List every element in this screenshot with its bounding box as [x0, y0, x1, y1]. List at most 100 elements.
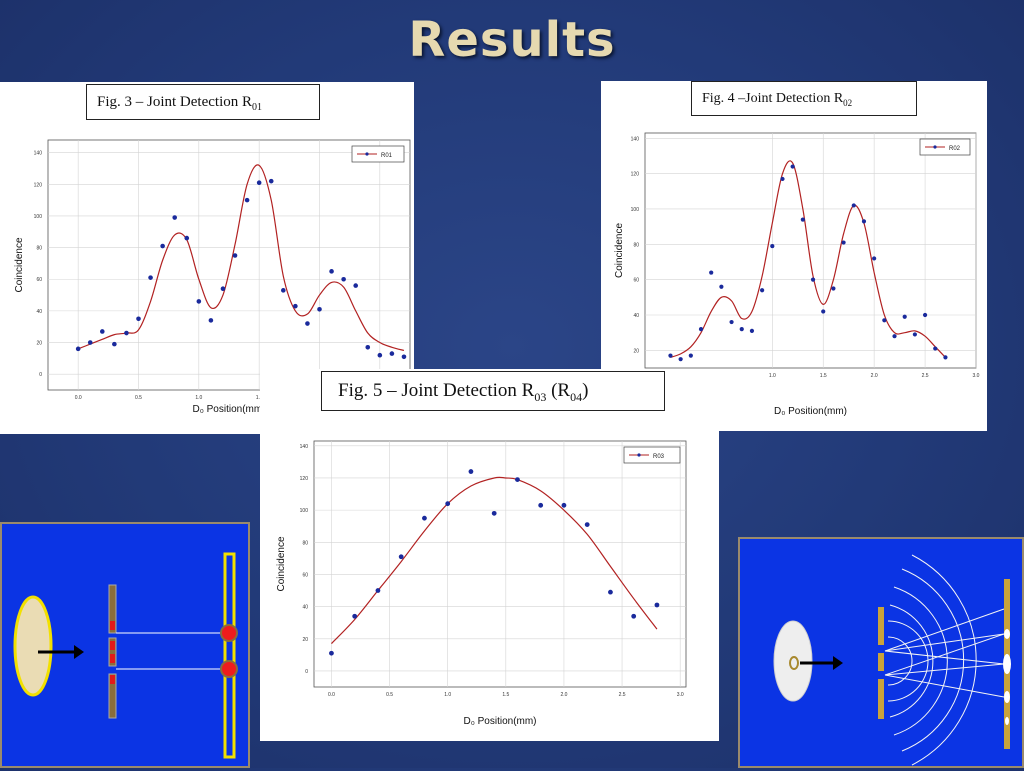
fig5-y-axis-label: Coincidence	[276, 536, 287, 591]
fig4-data-point	[933, 346, 938, 351]
fig5-data-point	[445, 501, 451, 507]
fig3-ytick-label: 20	[36, 341, 42, 347]
fig3-xtick-label: 0.0	[75, 395, 82, 401]
fig5-data-point	[515, 477, 520, 482]
fig4-data-point	[719, 284, 724, 289]
slit-plate-top	[108, 584, 117, 634]
fig3-data-point	[341, 276, 346, 282]
fig4-xtick-label: 1.0	[769, 373, 776, 379]
fig3-data-point	[172, 215, 177, 220]
fig5-data-point	[352, 613, 358, 619]
fig4-data-point	[800, 217, 805, 222]
fig4-data-point	[861, 219, 867, 224]
fig5-data-point	[654, 602, 660, 608]
fig5-ytick-label: 40	[302, 605, 308, 611]
fig4-xtick-label: 2.0	[871, 373, 878, 379]
fig4-data-point	[851, 203, 856, 208]
fig5-data-point	[538, 502, 544, 508]
fig3-ytick-label: 60	[36, 277, 42, 283]
fig4-data-point	[943, 355, 948, 360]
fig4-ytick-label: 120	[631, 172, 640, 178]
fig4-fit-line	[670, 160, 946, 358]
fringe-3	[1004, 691, 1010, 703]
slit-plate-top	[878, 607, 884, 645]
fig3-data-point	[112, 341, 117, 347]
fig3-plot-frame	[47, 139, 411, 391]
arrow-head-icon	[833, 656, 843, 670]
fig5-xtick-label: 1.0	[444, 692, 451, 698]
fig5-data-point	[329, 650, 334, 656]
fig5-xtick-label: 3.0	[677, 692, 684, 698]
fig3-x-axis-label: D₀ Position(mm)	[192, 404, 265, 415]
fig3-data-point	[232, 253, 238, 258]
slit-plate-mid	[108, 637, 117, 667]
fig3-caption: Fig. 3 – Joint Detection R01	[86, 84, 320, 120]
fig3-data-point	[305, 321, 310, 326]
fig5-data-point	[398, 554, 404, 560]
fig3-legend-label: R01	[381, 153, 393, 159]
fig3-ytick-label: 100	[34, 214, 43, 220]
fig5-caption: Fig. 5 – Joint Detection R03 (R04)	[321, 371, 665, 411]
fig4-data-point	[668, 353, 673, 358]
fig4-xtick-label: 3.0	[973, 373, 980, 379]
fig4-data-point	[922, 312, 928, 318]
fig4-ytick-label: 100	[631, 207, 640, 213]
wavefronts	[884, 554, 1005, 766]
fig4-data-point	[810, 277, 816, 282]
fig5-data-point	[422, 515, 427, 521]
fig4-ytick-label: 40	[633, 313, 639, 319]
fig4-data-point	[902, 314, 907, 319]
fig3-data-point	[87, 340, 93, 345]
fig5-xtick-label: 0.0	[328, 692, 335, 698]
fig3-data-point	[136, 316, 141, 322]
fig5-data-point	[584, 522, 590, 528]
source-aperture	[789, 656, 799, 670]
fig3-data-point	[293, 303, 298, 309]
fig3-data-point	[268, 178, 274, 184]
slit-marker-3	[110, 654, 115, 663]
fig5-legend-label: R03	[653, 454, 665, 460]
fig3-xtick-label: 1.0	[195, 395, 202, 401]
fig4-ytick-label: 80	[633, 242, 639, 248]
fig4-ytick-label: 140	[631, 136, 640, 142]
fig4-legend-marker	[933, 145, 937, 149]
fig3-data-point	[208, 318, 214, 323]
fig4-data-point	[882, 318, 887, 323]
fig3-y-axis-label: Coincidence	[14, 237, 25, 292]
slit-plate-bottom	[108, 673, 117, 719]
fig4-chart: 20 40 60 80 100 120 140 1.0 1.5 2.0 2.5 3.0 R02 D₀ Po…	[614, 132, 980, 417]
fig3-data-point	[220, 286, 226, 292]
slit-marker-2	[110, 641, 115, 650]
fig5-ytick-label: 0	[305, 669, 308, 675]
fig3-legend-box	[351, 145, 405, 163]
source-ellipse	[13, 595, 53, 697]
source-disc	[773, 620, 813, 702]
fig3-data-point	[256, 180, 262, 186]
fig5-ytick-label: 80	[302, 540, 308, 546]
fig3-xtick-label: 0.5	[135, 395, 142, 401]
fig4-data-point	[760, 288, 765, 293]
fig4-data-point	[698, 327, 704, 332]
fig3-data-point	[184, 235, 190, 241]
fringe-4	[1005, 717, 1009, 725]
fig5-xtick-label: 1.5	[502, 692, 509, 698]
schematic-left-drawing	[13, 552, 238, 759]
fig4-data-point	[912, 332, 917, 337]
fig4-y-axis-label: Coincidence	[614, 223, 625, 278]
arrow-head-icon	[74, 645, 84, 659]
fig5-fit-line	[331, 476, 658, 645]
fig3-data-point	[281, 288, 286, 293]
fig3-legend-marker	[365, 152, 369, 156]
fig4-x-axis-label: D₀ Position(mm)	[774, 406, 847, 417]
fig5-chart: 0 20 40 60 80 100 120 140 0.0 0.5 1.0 1.5 2.0 2.5 3.0 R…	[276, 440, 687, 727]
fig3-data-point	[124, 330, 129, 336]
fig3-panel: Fig. 3 – Joint Detection R01 0 20 40 60 80 10…	[0, 82, 414, 434]
fig3-chart: 0204060801001201400.00.51.01.52.02.5R01D…	[14, 139, 411, 415]
double-slit-schematic-left	[0, 522, 250, 768]
fig4-data-point	[872, 256, 877, 261]
fig3-data-point	[401, 354, 407, 360]
detector-spot-lower	[220, 660, 238, 678]
fig3-fit-line	[77, 164, 405, 352]
fig3-data-point	[365, 344, 371, 350]
fig4-plot-frame	[644, 132, 977, 369]
